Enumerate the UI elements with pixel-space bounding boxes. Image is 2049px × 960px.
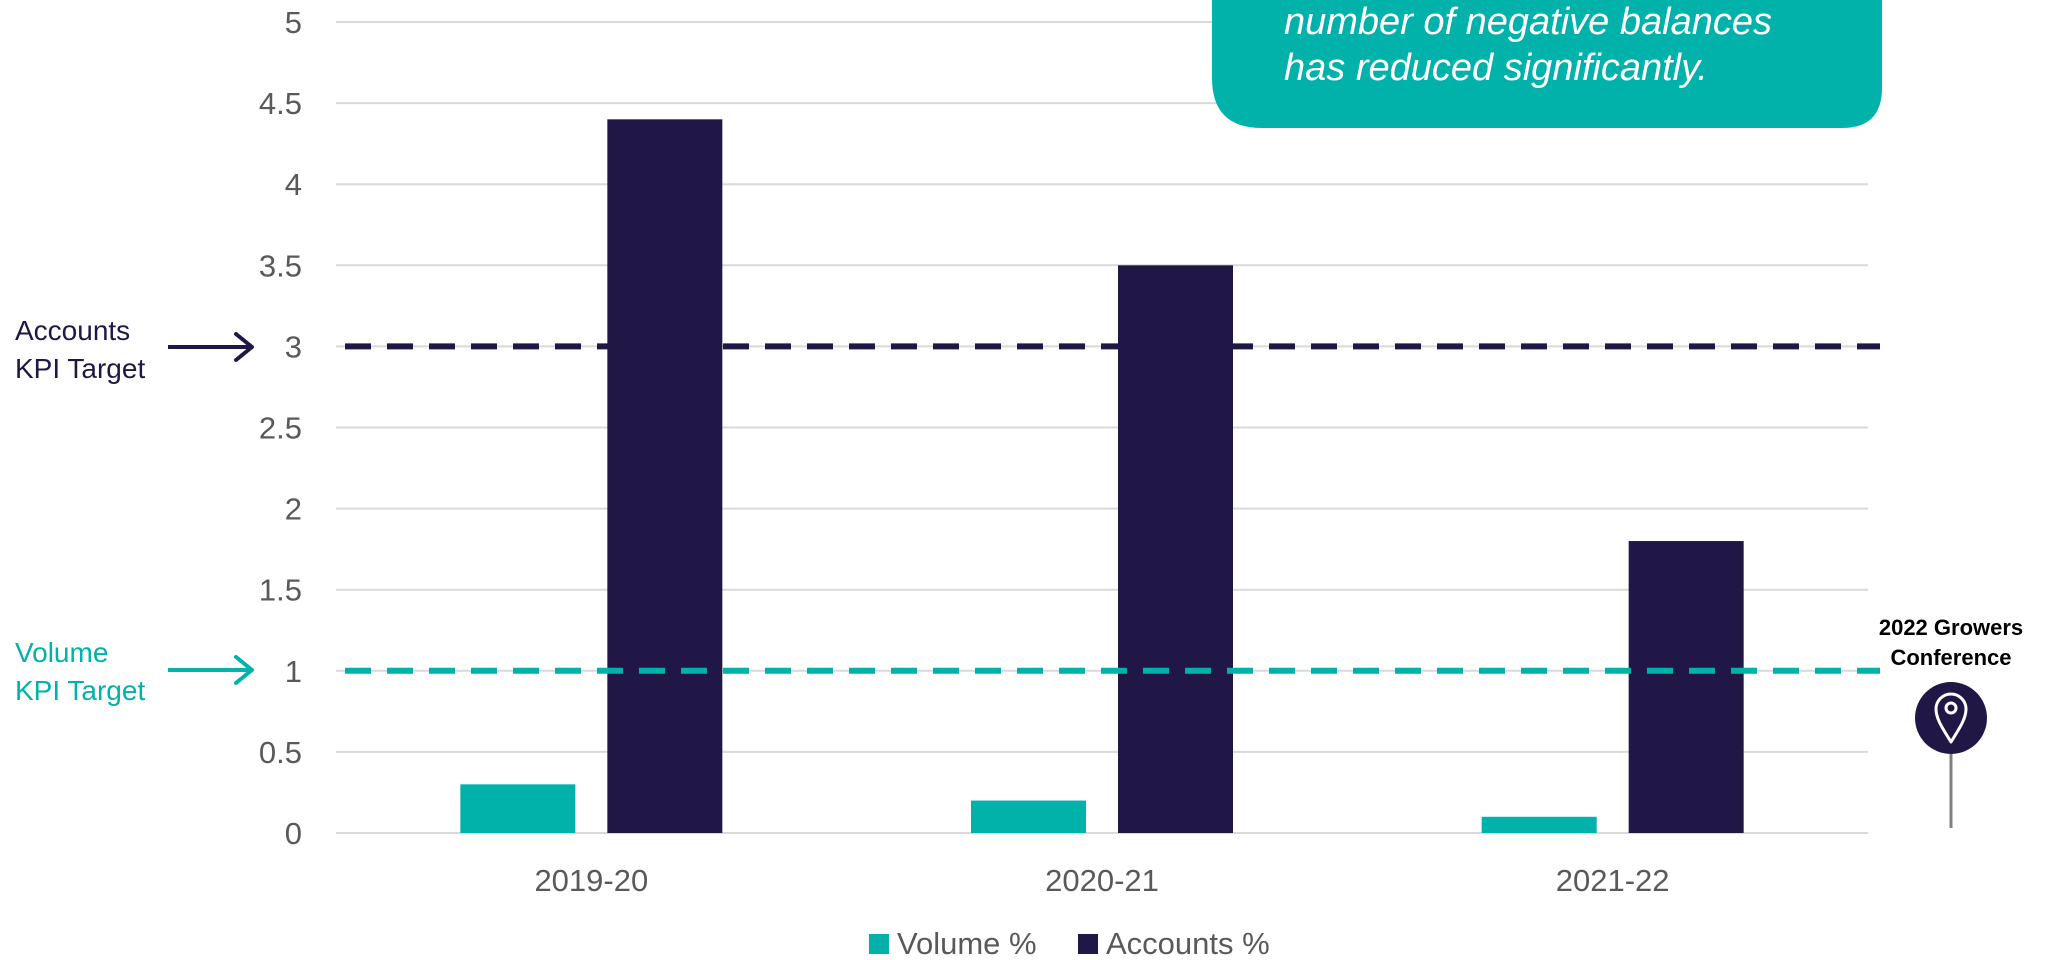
legend-label-accounts: Accounts % [1106,926,1270,960]
volume-target-label-line-1: Volume [15,637,108,668]
bar-volume-2019-20 [460,784,576,833]
x-tick-label: 2020-21 [1045,863,1159,898]
bar-volume-2021-22 [1481,816,1597,833]
y-tick-label: 0 [285,816,302,851]
callout: number of negative balances has reduced … [1212,0,1882,128]
volume-target-annotation: Volume KPI Target [15,637,254,706]
x-tick-label: 2021-22 [1556,863,1670,898]
y-tick-label: 3 [285,329,302,364]
bar-volume-2020-21 [971,800,1086,833]
legend-swatch-accounts [1078,934,1098,954]
y-tick-label: 0.5 [259,735,302,770]
bars [460,119,1744,833]
legend: Volume % Accounts % [869,926,1270,960]
target-lines [345,343,1880,674]
y-tick-label: 1 [285,654,302,689]
y-tick-label: 3.5 [259,248,302,283]
accounts-target-annotation: Accounts KPI Target [15,315,254,384]
bar-accounts-2020-21 [1118,265,1233,833]
volume-arrow-icon [168,655,254,685]
accounts-target-label-line-2: KPI Target [15,353,145,384]
location-pin-icon [1934,692,1968,744]
x-tick-label: 2019-20 [534,863,648,898]
bar-accounts-2021-22 [1628,541,1744,833]
callout-box [1212,0,1882,128]
y-tick-label: 1.5 [259,573,302,608]
x-axis-ticks: 2019-20 2020-21 2021-22 [534,863,1669,898]
conference-marker: 2022 Growers Conference [1879,615,2023,828]
callout-line-2: has reduced significantly. [1284,47,1708,89]
bar-accounts-2019-20 [607,119,723,833]
y-tick-label: 4 [285,167,302,202]
y-tick-label: 2.5 [259,411,302,446]
accounts-target-label-line-1: Accounts [15,315,130,346]
y-axis-ticks: 0 0.5 1 1.5 2 2.5 3 3.5 4 4.5 5 [259,5,302,851]
conference-label-line-1: 2022 Growers [1879,615,2023,640]
y-tick-label: 2 [285,492,302,527]
conference-label-line-2: Conference [1890,645,2011,670]
volume-target-label-line-2: KPI Target [15,675,145,706]
callout-line-1: number of negative balances [1284,1,1772,43]
y-tick-label: 4.5 [259,86,302,121]
y-tick-label: 5 [285,5,302,40]
accounts-arrow-icon [168,332,254,362]
legend-label-volume: Volume % [897,926,1037,960]
marker-circle [1915,682,1987,754]
legend-swatch-volume [869,934,889,954]
